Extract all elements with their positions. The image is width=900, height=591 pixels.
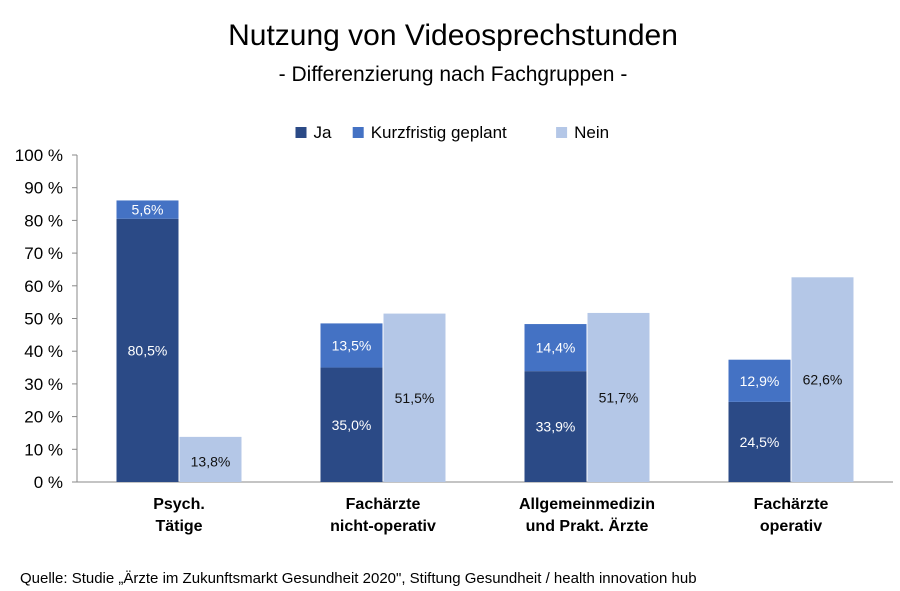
category-label: Allgemeinmedizin — [519, 496, 655, 513]
bar-ja — [728, 401, 791, 482]
legend-label: Ja — [314, 123, 333, 142]
legend: Ja Kurzfristig geplant Nein — [295, 123, 609, 142]
data-label: 12,9% — [740, 373, 780, 389]
data-label: 35,0% — [332, 417, 372, 433]
bar-ja — [116, 218, 179, 482]
y-tick-label: 0 % — [34, 473, 63, 492]
legend-label: Kurzfristig geplant — [371, 123, 507, 142]
data-label: 13,5% — [332, 337, 372, 353]
y-tick-label: 10 % — [24, 440, 63, 459]
category-label: Psych. — [153, 496, 205, 513]
data-label: 24,5% — [740, 434, 780, 450]
bar-kurzfristig-geplant — [728, 359, 791, 402]
y-tick-label: 30 % — [24, 375, 63, 394]
y-tick-label: 40 % — [24, 342, 63, 361]
y-tick-label: 80 % — [24, 211, 63, 230]
legend-swatch — [352, 127, 364, 138]
source-note: Quelle: Studie „Ärzte im Zukunftsmarkt G… — [20, 570, 697, 587]
bar-ja — [320, 367, 383, 482]
bars: 80,5% 5,6% 13,8% 35,0% 13,5% 51,5% 33,9% 14,4% 5… — [116, 200, 854, 482]
data-label: 5,6% — [132, 202, 164, 218]
category-label: Tätige — [155, 518, 202, 535]
y-tick-label: 70 % — [24, 244, 63, 263]
bar-kurzfristig-geplant — [320, 323, 383, 368]
bar-kurzfristig-geplant — [116, 200, 179, 219]
data-label: 62,6% — [803, 372, 843, 388]
data-label: 14,4% — [536, 340, 576, 356]
category-label: nicht-operativ — [330, 518, 436, 535]
y-tick-label: 100 % — [15, 146, 63, 165]
y-tick-label: 50 % — [24, 310, 63, 329]
legend-label: Nein — [574, 123, 609, 142]
legend-swatch — [556, 127, 568, 138]
chart-subtitle: - Differenzierung nach Fachgruppen - — [279, 63, 628, 86]
legend-swatch — [295, 127, 307, 138]
bar-nein — [383, 313, 446, 482]
category-label: operativ — [760, 518, 822, 535]
y-tick-label: 60 % — [24, 277, 63, 296]
bar-nein — [791, 277, 854, 482]
y-tick-label: 90 % — [24, 179, 63, 198]
category-label: und Prakt. Ärzte — [526, 517, 649, 535]
y-axis: 0 % 10 % 20 % 30 % 40 % 50 % 60 % 70 % 80 % 90 % 1… — [15, 146, 893, 492]
category-label: Fachärzte — [346, 496, 421, 513]
chart-title: Nutzung von Videosprechstunden — [228, 19, 678, 52]
y-tick-label: 20 % — [24, 408, 63, 427]
bar-kurzfristig-geplant — [524, 324, 587, 372]
category-label: Fachärzte — [754, 496, 829, 513]
bar-nein — [179, 436, 242, 482]
data-label: 13,8% — [191, 453, 231, 469]
x-axis: Psych. Tätige Fachärzte nicht-operativ Allge… — [153, 496, 828, 535]
data-label: 51,7% — [599, 389, 639, 405]
data-label: 51,5% — [395, 390, 435, 406]
bar-nein — [587, 312, 650, 482]
data-label: 33,9% — [536, 419, 576, 435]
bar-ja — [524, 371, 587, 482]
data-label: 80,5% — [128, 342, 168, 358]
